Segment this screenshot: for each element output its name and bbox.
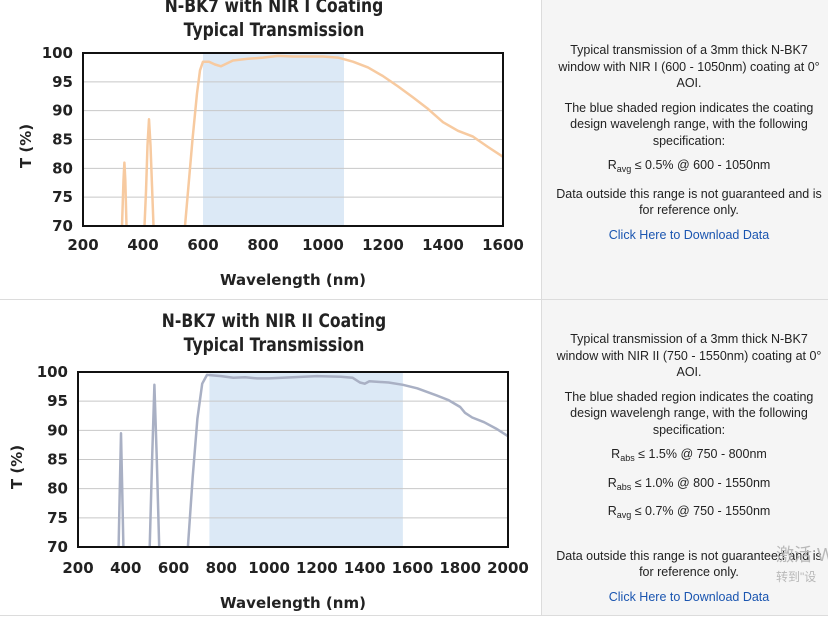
product-row-nir-2: N-BK7 with NIR II Coating Typical Transm… [0,300,828,616]
transmission-chart-nir-1: 70 75 80 85 90 95 100 200 400 600 800 1000 1200 1400 1… [17,44,524,289]
x-tick-label: 1200 [296,559,338,577]
x-tick-label: 1400 [422,236,464,254]
plot-frame [82,52,504,227]
x-axis-label: Wavelength (nm) [220,271,366,289]
shade-note: The blue shaded region indicates the coa… [564,100,814,148]
chart-subtitle: Typical Transmission [183,19,365,41]
y-axis-label: T (%) [8,445,26,489]
transmission-curve [120,161,128,227]
spec-line: Rabs ≤ 1.5% @ 750 - 800nm [611,447,767,463]
transmission-chart-nir-2: 70 75 80 85 90 95 100 200 400 600 800 1000 1200 1400 1… [8,363,529,612]
y-tick-label: 100 [37,363,68,381]
download-data-link[interactable]: Click Here to Download Data [608,227,770,242]
transmission-curve [183,54,504,227]
spec-line: Rabs ≤ 1.0% @ 800 - 1550nm [607,475,771,492]
x-tick-label: 2000 [487,559,529,577]
y-tick-label: 100 [42,44,73,62]
disclaimer-text: Data outside this range is not guarantee… [556,548,822,580]
y-tick-label: 75 [47,509,68,527]
description-panel-nir-2: Typical transmission of a 3mm thick N-BK… [554,331,824,613]
x-tick-label: 1200 [362,236,404,254]
y-tick-label: 95 [47,392,68,410]
product-row-nir-1: N-BK7 with NIR I Coating Typical Transmi… [0,0,828,300]
description-text: Typical transmission of a 3mm thick N-BK… [556,332,822,379]
y-tick-label: 85 [52,131,73,149]
shade-note: The blue shaded region indicates the coa… [564,389,814,437]
transmission-curve [143,118,155,227]
y-tick-label: 70 [52,217,73,235]
description-text: Typical transmission of a 3mm thick N-BK… [558,43,820,90]
disclaimer-text: Data outside this range is not guarantee… [556,186,822,218]
y-tick-label: 80 [52,159,73,177]
x-tick-label: 600 [187,236,218,254]
x-tick-label: 200 [62,559,93,577]
y-tick-label: 70 [47,538,68,556]
plot-frame [77,371,509,548]
y-tick-label: 90 [52,102,73,120]
chart-title-block: N-BK7 with NIR I Coating Typical Transmi… [52,0,496,42]
chart-subtitle: Typical Transmission [183,334,365,356]
transmission-curve [117,432,125,548]
x-axis-label: Wavelength (nm) [220,594,366,612]
x-tick-label: 200 [67,236,98,254]
download-data-link[interactable]: Click Here to Download Data [608,589,770,604]
x-tick-label: 400 [110,559,141,577]
spec-line: Ravg ≤ 0.7% @ 750 - 1550nm [607,504,771,520]
x-tick-label: 1400 [344,559,386,577]
description-cell-nir-2 [541,300,828,615]
description-cell-nir-1 [541,0,828,299]
x-tick-label: 1600 [392,559,434,577]
y-tick-label: 95 [52,73,73,91]
y-tick-label: 85 [47,451,68,469]
chart-title: N-BK7 with NIR II Coating [161,310,387,332]
activation-watermark: 激活 W [776,545,828,565]
x-tick-label: 1000 [248,559,290,577]
chart-cell-nir-2: N-BK7 with NIR II Coating Typical Transm… [0,300,541,615]
description-panel-nir-1: Typical transmission of a 3mm thick N-BK… [554,42,824,251]
x-tick-label: 1000 [302,236,344,254]
x-tick-label: 600 [158,559,189,577]
y-tick-label: 90 [47,421,68,439]
x-tick-label: 400 [127,236,158,254]
activation-watermark-sub: 转到"设 [776,570,817,584]
x-tick-label: 1600 [482,236,524,254]
x-tick-label: 800 [206,559,237,577]
chart-title-block: N-BK7 with NIR II Coating Typical Transm… [52,309,496,357]
transmission-curve [148,383,161,548]
transmission-curve [186,373,509,548]
x-tick-label: 800 [247,236,278,254]
chart-title: N-BK7 with NIR I Coating [164,0,384,17]
chart-cell-nir-1: N-BK7 with NIR I Coating Typical Transmi… [0,0,541,299]
y-axis-label: T (%) [17,124,35,168]
x-tick-label: 1800 [439,559,481,577]
spec-line: Ravg ≤ 0.5% @ 600 - 1050nm [607,158,771,174]
y-tick-label: 80 [47,480,68,498]
y-tick-label: 75 [52,188,73,206]
